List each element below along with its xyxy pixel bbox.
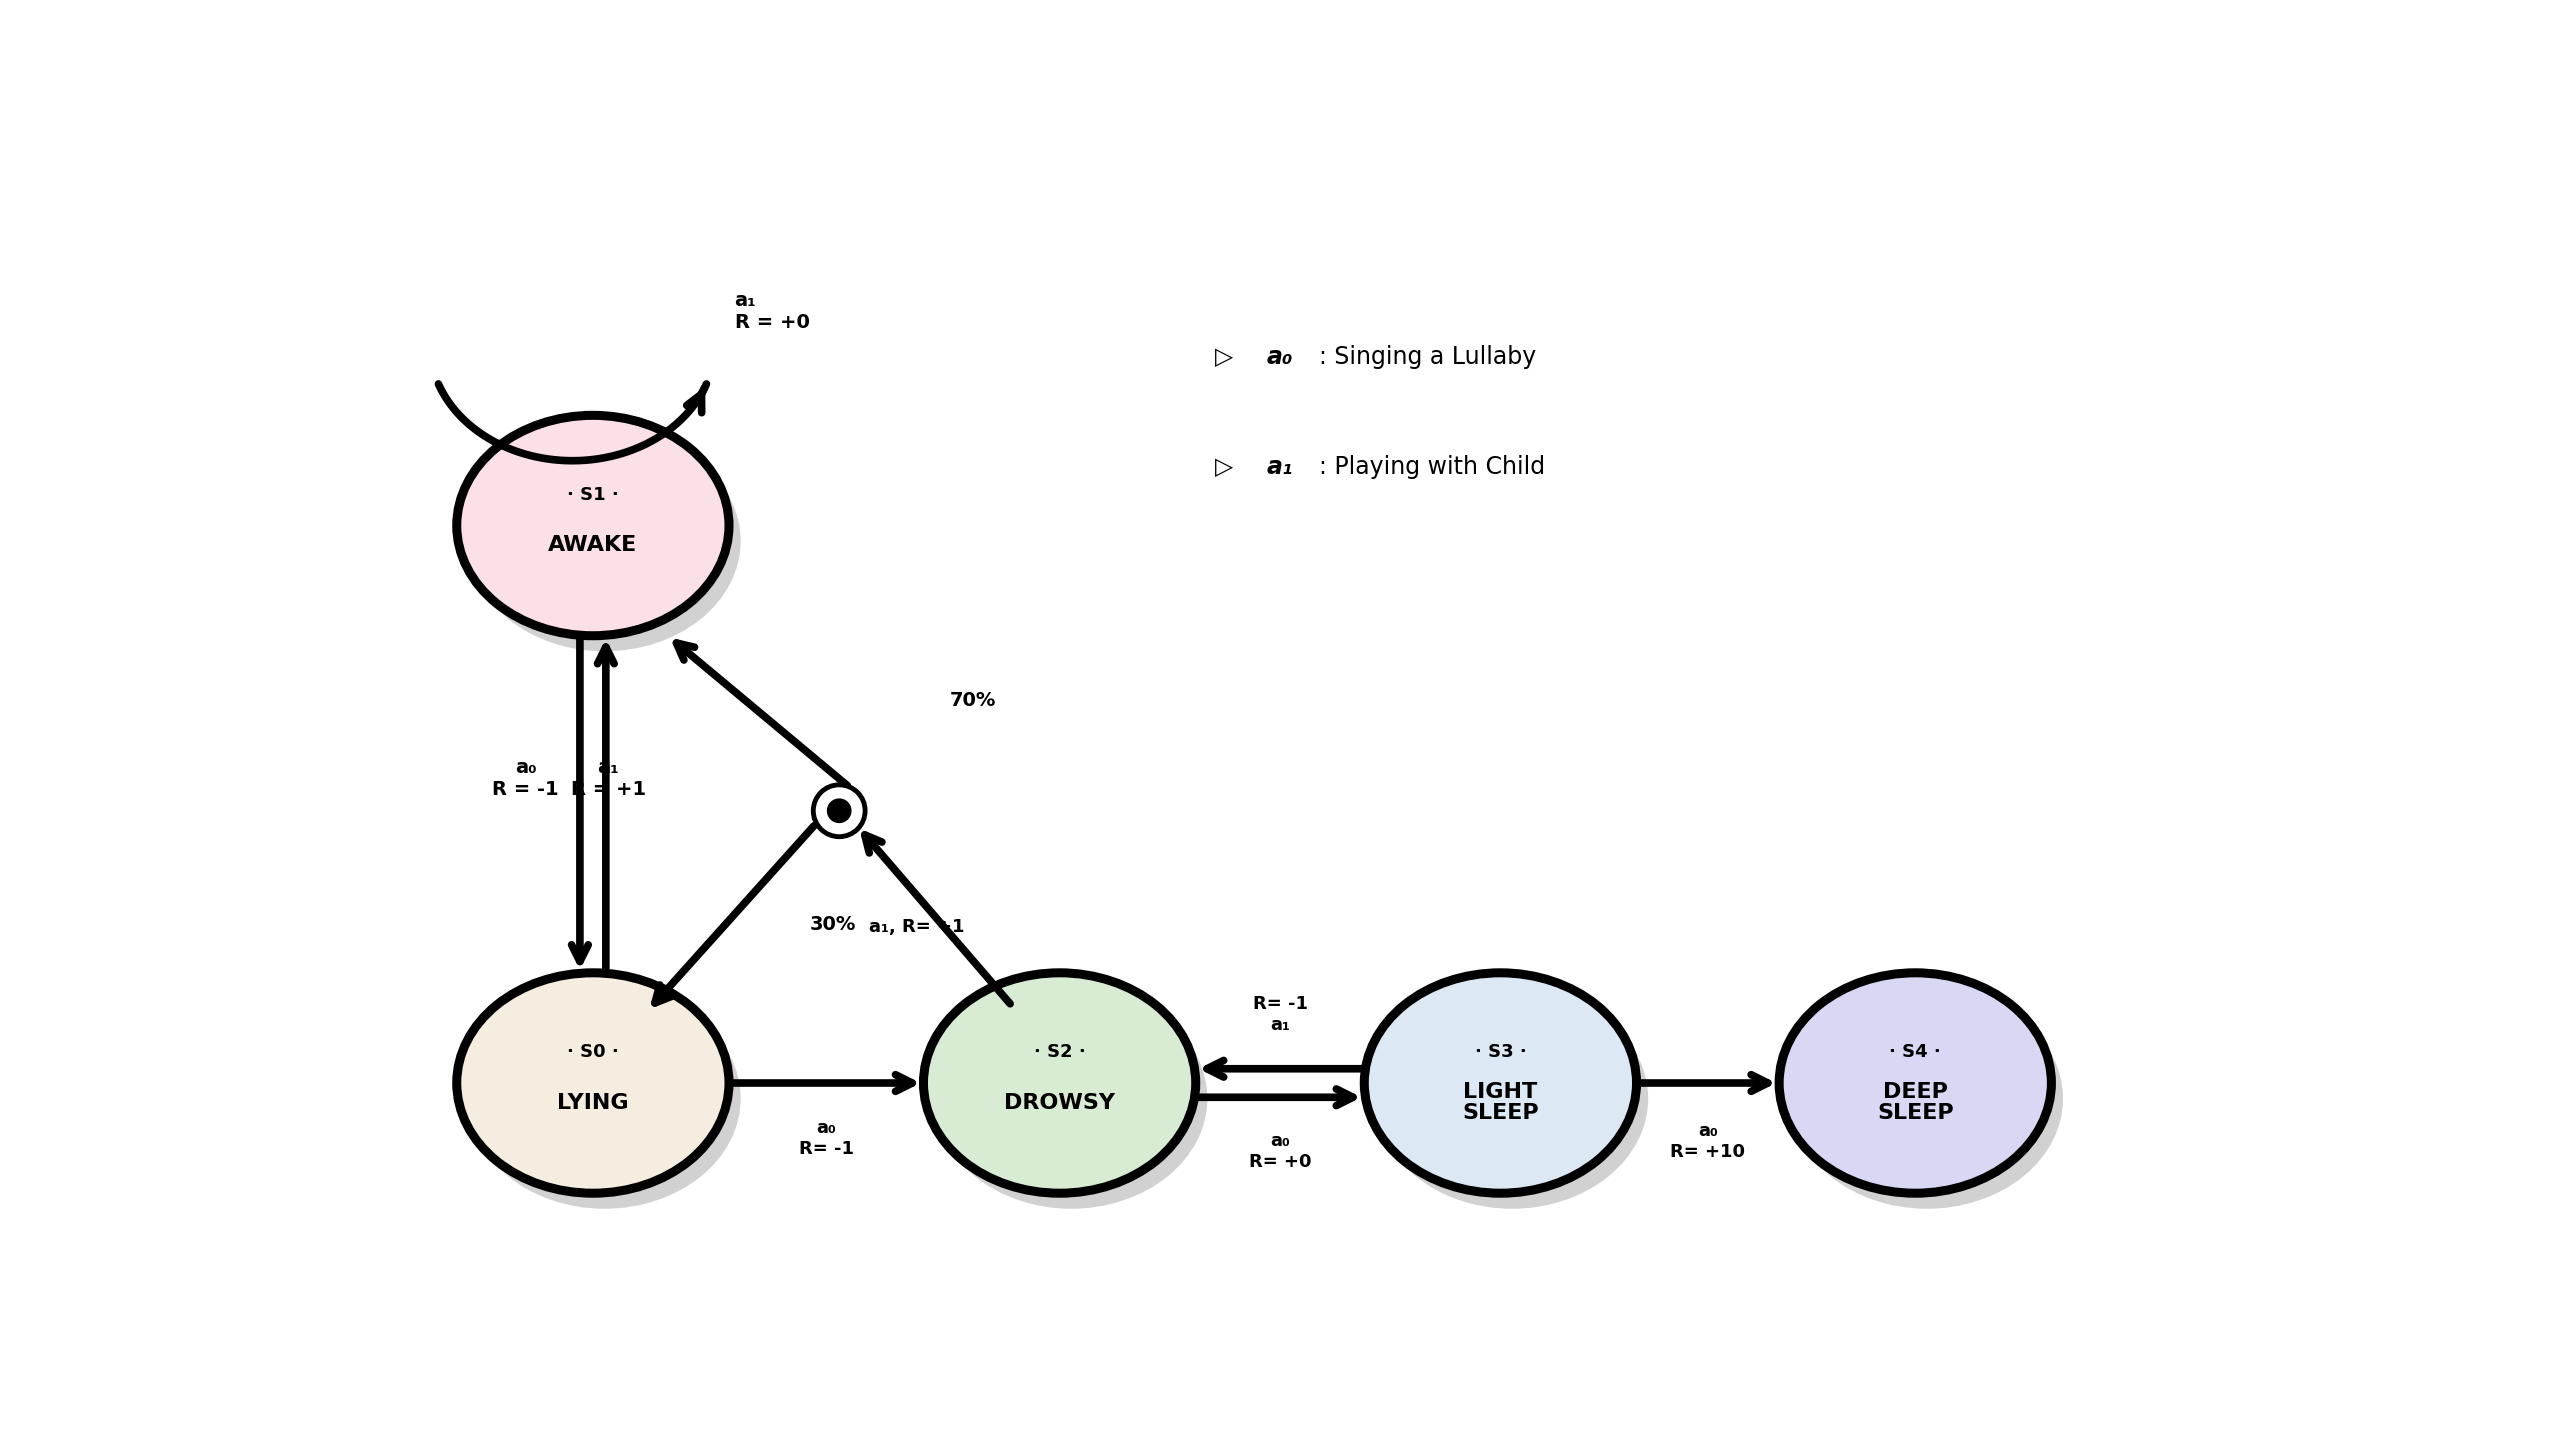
Ellipse shape (456, 415, 730, 635)
Text: · S2 ·: · S2 · (1034, 1043, 1085, 1061)
Text: ▷: ▷ (1216, 346, 1234, 369)
Ellipse shape (456, 415, 730, 635)
Text: : Singing a Lullaby: : Singing a Lullaby (1318, 346, 1536, 369)
Text: LYING: LYING (558, 1093, 630, 1113)
Text: · S1 ·: · S1 · (566, 485, 620, 504)
Ellipse shape (1375, 988, 1649, 1208)
Ellipse shape (456, 973, 730, 1194)
Text: AWAKE: AWAKE (548, 536, 637, 556)
Text: DROWSY: DROWSY (1004, 1093, 1116, 1113)
Ellipse shape (924, 973, 1196, 1194)
Ellipse shape (1779, 973, 2051, 1194)
Ellipse shape (1364, 973, 1636, 1194)
Text: a₀
R = -1: a₀ R = -1 (492, 757, 558, 799)
Ellipse shape (1779, 973, 2051, 1194)
Text: DEEP
SLEEP: DEEP SLEEP (1876, 1083, 1953, 1123)
Circle shape (827, 799, 850, 822)
Ellipse shape (456, 973, 730, 1194)
Text: 70%: 70% (950, 691, 996, 710)
Text: a₀
R= +10: a₀ R= +10 (1669, 1122, 1746, 1161)
Ellipse shape (456, 973, 730, 1194)
Ellipse shape (934, 988, 1208, 1208)
Text: a₁
R = +1: a₁ R = +1 (571, 757, 645, 799)
Ellipse shape (1364, 973, 1636, 1194)
Text: a₁, R= +1: a₁, R= +1 (870, 919, 965, 936)
Ellipse shape (456, 415, 730, 635)
Ellipse shape (924, 973, 1196, 1194)
Ellipse shape (924, 973, 1196, 1194)
Text: ▷: ▷ (1216, 455, 1234, 480)
Text: LIGHT
SLEEP: LIGHT SLEEP (1462, 1083, 1539, 1123)
Ellipse shape (924, 973, 1196, 1194)
Text: a₀: a₀ (1267, 346, 1293, 369)
Ellipse shape (456, 415, 730, 635)
Text: a₁
R = +0: a₁ R = +0 (735, 291, 809, 333)
Text: 30%: 30% (809, 916, 855, 935)
Circle shape (814, 785, 865, 837)
Text: a₀
R= -1: a₀ R= -1 (799, 1119, 852, 1158)
Text: · S3 ·: · S3 · (1475, 1043, 1526, 1061)
Text: a₁: a₁ (1267, 455, 1293, 480)
Ellipse shape (1779, 973, 2051, 1194)
Ellipse shape (456, 973, 730, 1194)
Text: · S4 ·: · S4 · (1889, 1043, 1940, 1061)
Text: : Playing with Child: : Playing with Child (1318, 455, 1546, 480)
Ellipse shape (1779, 973, 2051, 1194)
Ellipse shape (468, 988, 740, 1208)
Ellipse shape (924, 973, 1196, 1194)
Ellipse shape (1779, 973, 2051, 1194)
Text: a₀
R= +0: a₀ R= +0 (1249, 1132, 1311, 1171)
Text: · S0 ·: · S0 · (566, 1043, 620, 1061)
Ellipse shape (1364, 973, 1636, 1194)
Text: R= -1
a₁: R= -1 a₁ (1252, 995, 1308, 1034)
Ellipse shape (456, 973, 730, 1194)
Ellipse shape (1364, 973, 1636, 1194)
Ellipse shape (468, 431, 740, 651)
Ellipse shape (1364, 973, 1636, 1194)
Ellipse shape (456, 415, 730, 635)
Ellipse shape (1792, 988, 2063, 1208)
